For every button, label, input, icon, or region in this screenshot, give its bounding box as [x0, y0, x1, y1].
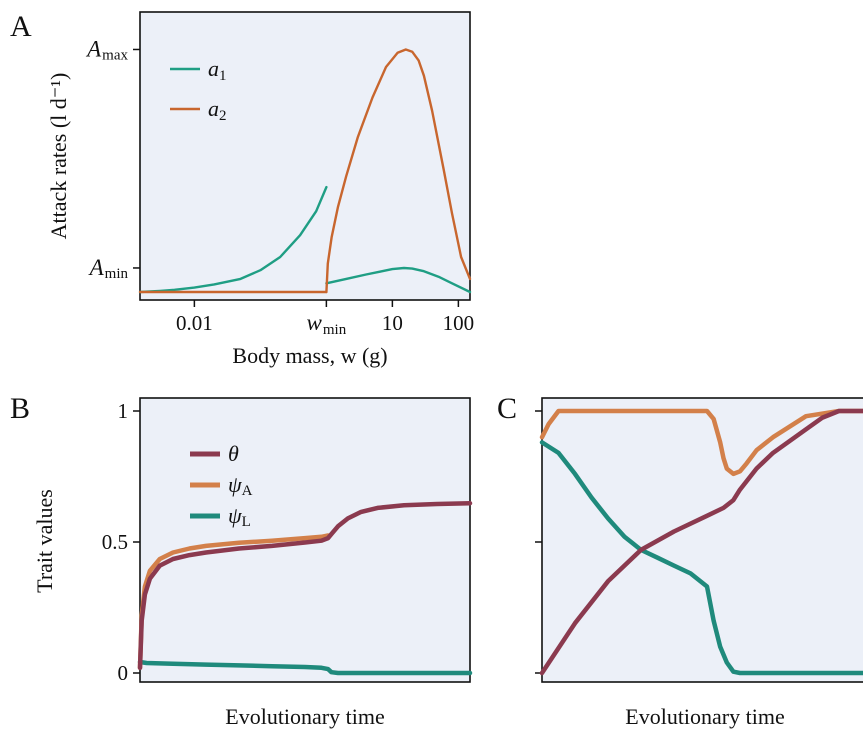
panel-b-y-ticks: 00.51: [102, 399, 140, 685]
panel-a-y-ticks: Amin Amax: [85, 36, 140, 282]
panel-c: C Evolutionary time: [497, 392, 863, 729]
series-psiL: [539, 440, 863, 676]
legend-label-psiL: ψL: [228, 503, 251, 530]
panel-a-x-tick-label-0: 0.01: [176, 311, 213, 335]
series-theta: [539, 408, 863, 676]
panel-b-letter: B: [10, 392, 30, 425]
panel-c-y-ticks: [535, 410, 542, 674]
panel-b-series: [137, 500, 473, 676]
panel-b-legend: θ ψA ψL: [190, 441, 253, 530]
panel-a-letter: A: [10, 10, 32, 43]
series-a2-segment-1: [325, 48, 472, 294]
panel-b-x-axis-title: Evolutionary time: [225, 704, 384, 729]
legend-label-a2: a2: [208, 96, 227, 124]
legend-label-a1: a1: [208, 56, 227, 84]
series-theta: [137, 500, 473, 671]
panel-a-x-axis-title-text: Body mass, w (g): [232, 343, 387, 368]
panel-a-x-axis-title: Body mass, w (g): [232, 343, 387, 368]
panel-a-series: [138, 48, 472, 294]
panel-a-x-tick-label-2: 10: [382, 311, 403, 335]
panel-c-x-axis-title: Evolutionary time: [625, 704, 784, 729]
series-a1-segment-0: [138, 185, 328, 294]
panel-a-x-tick-label-1: wmin: [307, 310, 347, 338]
series-psiL: [137, 659, 473, 676]
panel-a-x-ticks: 0.01 wmin 10 100: [176, 300, 474, 338]
panel-c-plot-area: [541, 397, 863, 683]
series-a1-segment-1: [325, 266, 472, 294]
series-psiA: [539, 408, 863, 477]
panel-b-y-axis-title: Trait values: [32, 489, 57, 593]
panel-a-y-axis-title: Attack rates (l d⁻¹): [46, 73, 71, 240]
series-psiA: [137, 533, 331, 671]
legend-label-psiA: ψA: [228, 472, 253, 499]
panel-a-x-tick-label-3: 100: [443, 311, 475, 335]
panel-b-y-tick-label-2: 1: [118, 399, 129, 423]
panel-c-series: [539, 408, 863, 676]
panel-a-plot-area: [139, 11, 471, 301]
panel-a-y-tick-label-1: Amax: [85, 36, 128, 63]
panel-b-y-tick-label-0: 0: [118, 661, 129, 685]
panel-a-y-axis-title-text: Attack rates (l d⁻¹): [46, 73, 71, 240]
panel-c-letter: C: [497, 392, 517, 425]
panel-a-y-tick-label-0: Amin: [88, 255, 129, 282]
panel-b-y-tick-label-1: 0.5: [102, 530, 128, 554]
legend-label-theta: θ: [228, 441, 239, 466]
